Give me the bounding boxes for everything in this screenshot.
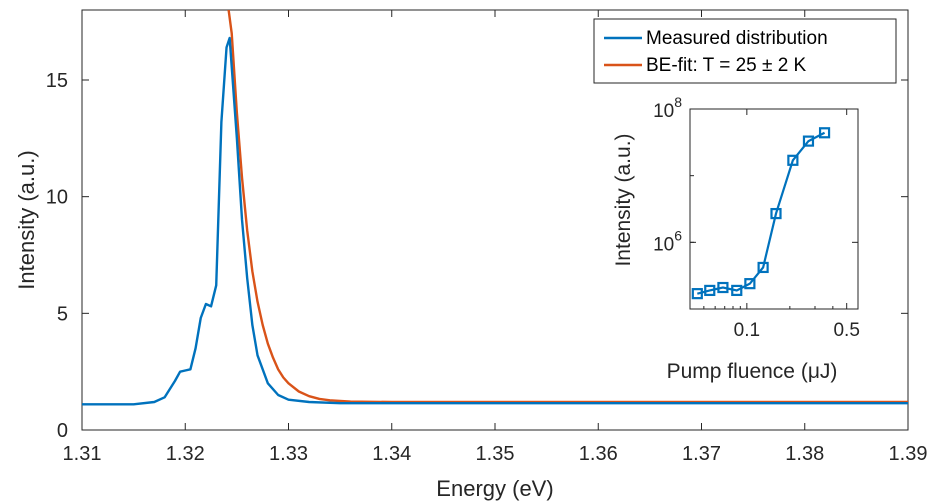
inset-data-point [818, 127, 831, 139]
main-x-tick-label: 1.34 [372, 443, 411, 465]
main-y-axis-title: Intensity (a.u.) [14, 150, 39, 289]
main-y-tick-label: 0 [57, 420, 68, 442]
inset-data-point [787, 154, 799, 166]
inset-ticks: 0.1 0.5 106 108 [653, 94, 860, 341]
inset-data-point [731, 284, 743, 297]
inset-y-tick-label: 108 [653, 94, 682, 122]
series-line-measured-distribution [82, 36, 908, 406]
main-x-tick-label: 1.36 [579, 443, 618, 465]
main-x-tick-label: 1.35 [476, 443, 515, 465]
main-x-tick-label: 1.39 [889, 443, 928, 465]
inset-data-point [802, 135, 815, 147]
main-ticks: 1.31 1.32 1.33 1.34 1.35 1.36 1.37 1.38 1.39 0 5 10… [46, 10, 928, 465]
legend-box [593, 18, 897, 84]
inset-series-line [697, 131, 826, 295]
inset-data-point [691, 288, 703, 300]
main-x-tick-label: 1.31 [63, 443, 102, 465]
inset-x-tick-label: 0.5 [833, 320, 859, 341]
main-x-tick-label: 1.32 [166, 443, 205, 465]
main-y-tick-label: 10 [46, 187, 68, 209]
main-x-tick-label: 1.33 [269, 443, 308, 465]
main-y-tick-label: 15 [46, 70, 68, 92]
main-y-tick-label: 5 [57, 303, 68, 325]
inset-series [691, 127, 831, 300]
main-series [82, 10, 908, 406]
main-x-tick-label: 1.37 [682, 443, 721, 465]
inset-y-tick-label: 106 [653, 227, 682, 255]
inset-data-point [717, 281, 729, 294]
legend-label-fit: BE-fit: T = 25 ± 2 K [646, 55, 807, 76]
inset-x-axis-title: Pump fluence (μJ) [667, 360, 838, 383]
main-x-tick-label: 1.38 [785, 443, 824, 465]
inset-plot: 0.1 0.5 106 108 Pump fluence (μJ) Intensity… [612, 94, 860, 383]
inset-data-point [744, 278, 756, 290]
legend-label-measured: Measured distribution [646, 28, 828, 49]
inset-data-point [704, 284, 716, 297]
legend: Measured distribution BE-fit: T = 25 ± 2… [593, 18, 897, 84]
inset-data-point [757, 261, 769, 274]
inset-x-tick-label: 0.1 [734, 320, 760, 341]
main-x-axis-title: Energy (eV) [436, 476, 553, 501]
inset-data-point [770, 207, 782, 220]
inset-y-axis-title: Intensity (a.u.) [612, 133, 635, 266]
